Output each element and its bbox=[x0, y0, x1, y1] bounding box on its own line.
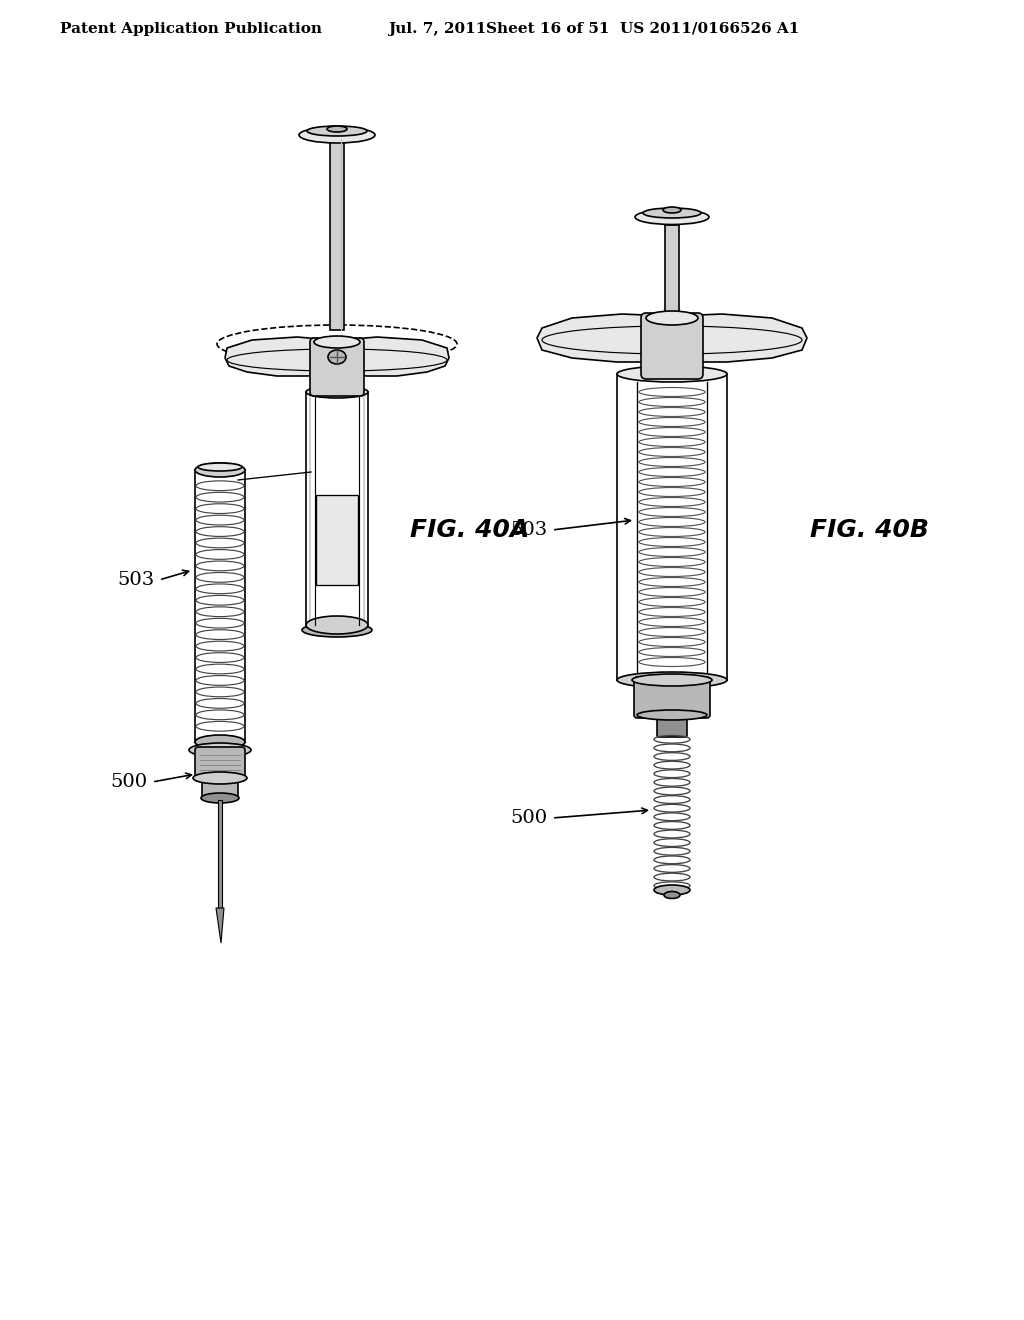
Ellipse shape bbox=[299, 127, 375, 143]
Ellipse shape bbox=[654, 884, 690, 895]
FancyBboxPatch shape bbox=[657, 713, 687, 737]
FancyBboxPatch shape bbox=[641, 313, 703, 379]
Ellipse shape bbox=[617, 366, 727, 381]
Ellipse shape bbox=[643, 209, 701, 218]
Polygon shape bbox=[342, 337, 449, 376]
Ellipse shape bbox=[195, 463, 245, 477]
Polygon shape bbox=[225, 337, 332, 376]
Bar bbox=[316, 495, 358, 585]
Polygon shape bbox=[677, 314, 807, 362]
Ellipse shape bbox=[617, 672, 727, 688]
Bar bbox=[330, 139, 344, 330]
Ellipse shape bbox=[307, 125, 367, 136]
FancyBboxPatch shape bbox=[634, 677, 710, 718]
Bar bbox=[218, 800, 222, 908]
Text: FIG. 40B: FIG. 40B bbox=[810, 517, 929, 543]
Ellipse shape bbox=[195, 735, 245, 748]
Ellipse shape bbox=[302, 623, 372, 638]
FancyBboxPatch shape bbox=[195, 747, 245, 781]
Polygon shape bbox=[537, 314, 667, 362]
Ellipse shape bbox=[306, 385, 368, 399]
Ellipse shape bbox=[327, 125, 347, 132]
Ellipse shape bbox=[306, 616, 368, 634]
Text: 503: 503 bbox=[118, 572, 155, 589]
Ellipse shape bbox=[663, 207, 681, 213]
Polygon shape bbox=[216, 908, 224, 942]
Bar bbox=[665, 224, 679, 315]
Ellipse shape bbox=[637, 710, 707, 719]
Ellipse shape bbox=[646, 312, 698, 325]
Bar bbox=[195, 470, 245, 742]
FancyBboxPatch shape bbox=[310, 338, 364, 396]
Bar bbox=[306, 392, 368, 624]
Ellipse shape bbox=[328, 350, 346, 364]
Text: FIG. 40A: FIG. 40A bbox=[410, 517, 529, 543]
Text: 500: 500 bbox=[111, 774, 148, 791]
Ellipse shape bbox=[635, 210, 709, 224]
Text: Sheet 16 of 51: Sheet 16 of 51 bbox=[486, 22, 609, 36]
Text: 500: 500 bbox=[511, 809, 548, 828]
Ellipse shape bbox=[314, 337, 360, 348]
Text: 503: 503 bbox=[511, 521, 548, 539]
Ellipse shape bbox=[198, 463, 242, 471]
Ellipse shape bbox=[664, 891, 680, 899]
Text: Patent Application Publication: Patent Application Publication bbox=[60, 22, 322, 36]
Ellipse shape bbox=[632, 675, 712, 686]
Text: Jul. 7, 2011: Jul. 7, 2011 bbox=[388, 22, 486, 36]
Ellipse shape bbox=[201, 793, 239, 803]
Ellipse shape bbox=[189, 743, 251, 756]
Text: US 2011/0166526 A1: US 2011/0166526 A1 bbox=[620, 22, 800, 36]
Ellipse shape bbox=[193, 772, 247, 784]
FancyBboxPatch shape bbox=[202, 776, 238, 800]
